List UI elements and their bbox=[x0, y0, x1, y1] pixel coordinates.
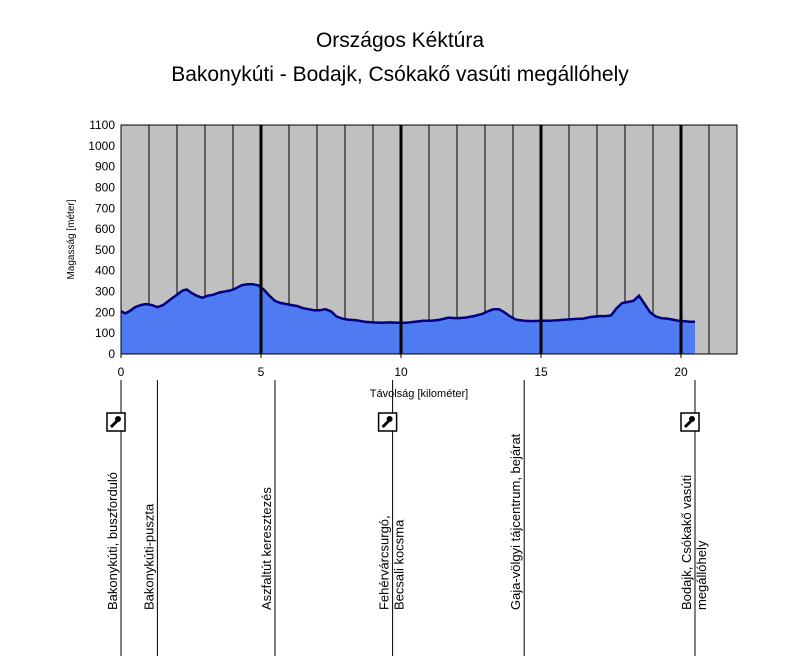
chart-title: Országos Kéktúra bbox=[315, 29, 485, 52]
elevation-area bbox=[121, 284, 695, 354]
location-label-line2: Becsali kocsma bbox=[392, 519, 407, 610]
y-tick-label: 100 bbox=[95, 326, 115, 340]
y-tick-label: 500 bbox=[95, 243, 115, 257]
stamp-handle bbox=[683, 419, 693, 429]
y-tick-label: 0 bbox=[108, 347, 115, 361]
chart-subtitle: Bakonykúti - Bodajk, Csókakő vasúti megá… bbox=[171, 63, 629, 86]
y-tick-label: 1100 bbox=[89, 118, 115, 132]
location-label: Aszfaltút keresztezés bbox=[259, 487, 274, 610]
stamp-head bbox=[386, 416, 393, 422]
x-axis: 0 5 10 15 20 bbox=[118, 353, 737, 379]
y-axis-label: Magasság [méter] bbox=[66, 199, 77, 279]
y-axis: 0 100 200 300 400 500 600 700 800 900 1000 1100 bbox=[88, 118, 115, 361]
y-tick-label: 700 bbox=[95, 201, 115, 215]
location-label-line2: megállóhely bbox=[694, 540, 709, 610]
location-label: Bakonykúti-puszta bbox=[141, 503, 156, 610]
y-tick-label: 200 bbox=[95, 305, 115, 319]
stamp-handle bbox=[381, 419, 390, 429]
location-label: Gaja-völgyi tájcentrum, bejárat bbox=[508, 433, 523, 610]
stage-lines bbox=[259, 125, 683, 354]
x-tick-label: 10 bbox=[394, 365, 408, 379]
stamp-handle bbox=[109, 419, 119, 429]
stamp-head bbox=[115, 416, 121, 422]
stamp-head bbox=[689, 416, 695, 422]
y-tick-label: 400 bbox=[95, 264, 115, 278]
location-markers: Bakonykúti, buszforduló Bakonykúti-puszta… bbox=[105, 380, 709, 656]
location-label: Bodajk, Csókakő vasúti bbox=[679, 475, 694, 610]
x-tick-label: 15 bbox=[534, 365, 548, 379]
location-label: Fehérvárcsurgó, bbox=[377, 515, 392, 610]
y-tick-label: 900 bbox=[95, 160, 115, 174]
x-axis-label: Távolság [kilométer] bbox=[370, 388, 468, 400]
x-tick-label: 0 bbox=[118, 365, 125, 379]
y-tick-label: 300 bbox=[95, 285, 115, 299]
x-tick-label: 5 bbox=[258, 365, 265, 379]
elevation-line bbox=[120, 283, 695, 325]
y-tick-label: 1000 bbox=[88, 139, 115, 153]
y-tick-label: 800 bbox=[95, 180, 115, 194]
location-label: Bakonykúti, buszforduló bbox=[105, 472, 120, 610]
y-tick-label: 600 bbox=[95, 222, 115, 236]
x-tick-label: 20 bbox=[674, 365, 688, 379]
